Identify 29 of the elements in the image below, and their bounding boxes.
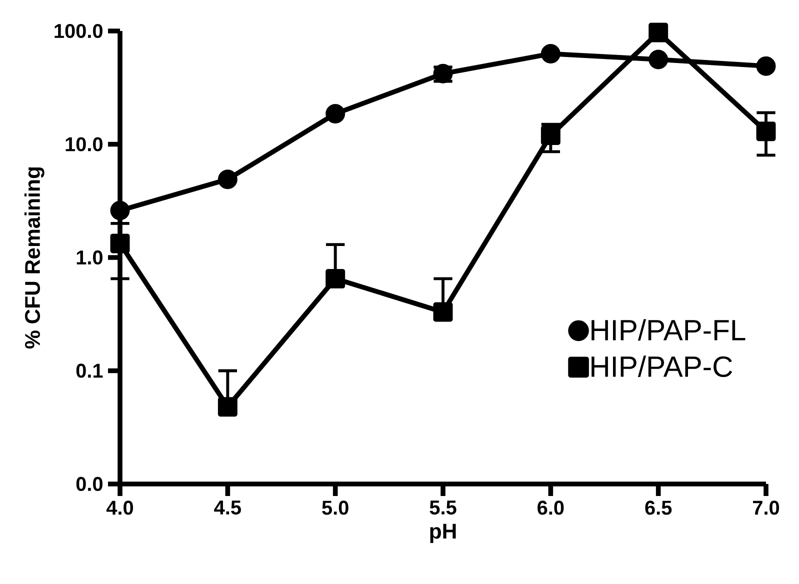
point [756, 122, 776, 142]
point [540, 126, 560, 146]
x-tick-label: 4.5 [214, 500, 241, 515]
x-tick-label: 5.0 [322, 500, 348, 515]
x-tick-label: 5.5 [430, 500, 456, 515]
x-tick-label: 7.0 [753, 500, 780, 515]
y-tick-label: 100.0 [54, 24, 102, 38]
point [110, 234, 130, 254]
point [540, 44, 560, 64]
x-tick-label: 6.0 [538, 500, 564, 515]
point [326, 104, 346, 124]
y-tick-label: 10.0 [66, 137, 102, 152]
x-tick-label: 4.0 [106, 500, 134, 515]
point [110, 200, 130, 220]
x-axis-title: pH [430, 524, 456, 543]
point [218, 170, 238, 190]
point [218, 397, 238, 417]
y-tick-label: 1.0 [76, 250, 102, 265]
y-axis-title: % CFU Remaining [24, 167, 44, 348]
point [648, 22, 668, 42]
legend-label: HIP/PAP-C [592, 356, 732, 378]
y-tick-label: 0.1 [76, 364, 103, 378]
point [648, 50, 668, 70]
y-tick-label: 0.0 [76, 476, 102, 492]
point [756, 56, 776, 76]
x-tick-label: 6.5 [645, 500, 672, 515]
point [326, 268, 346, 288]
point [433, 302, 453, 322]
legend-label: HIP/PAP-FL [592, 319, 746, 341]
